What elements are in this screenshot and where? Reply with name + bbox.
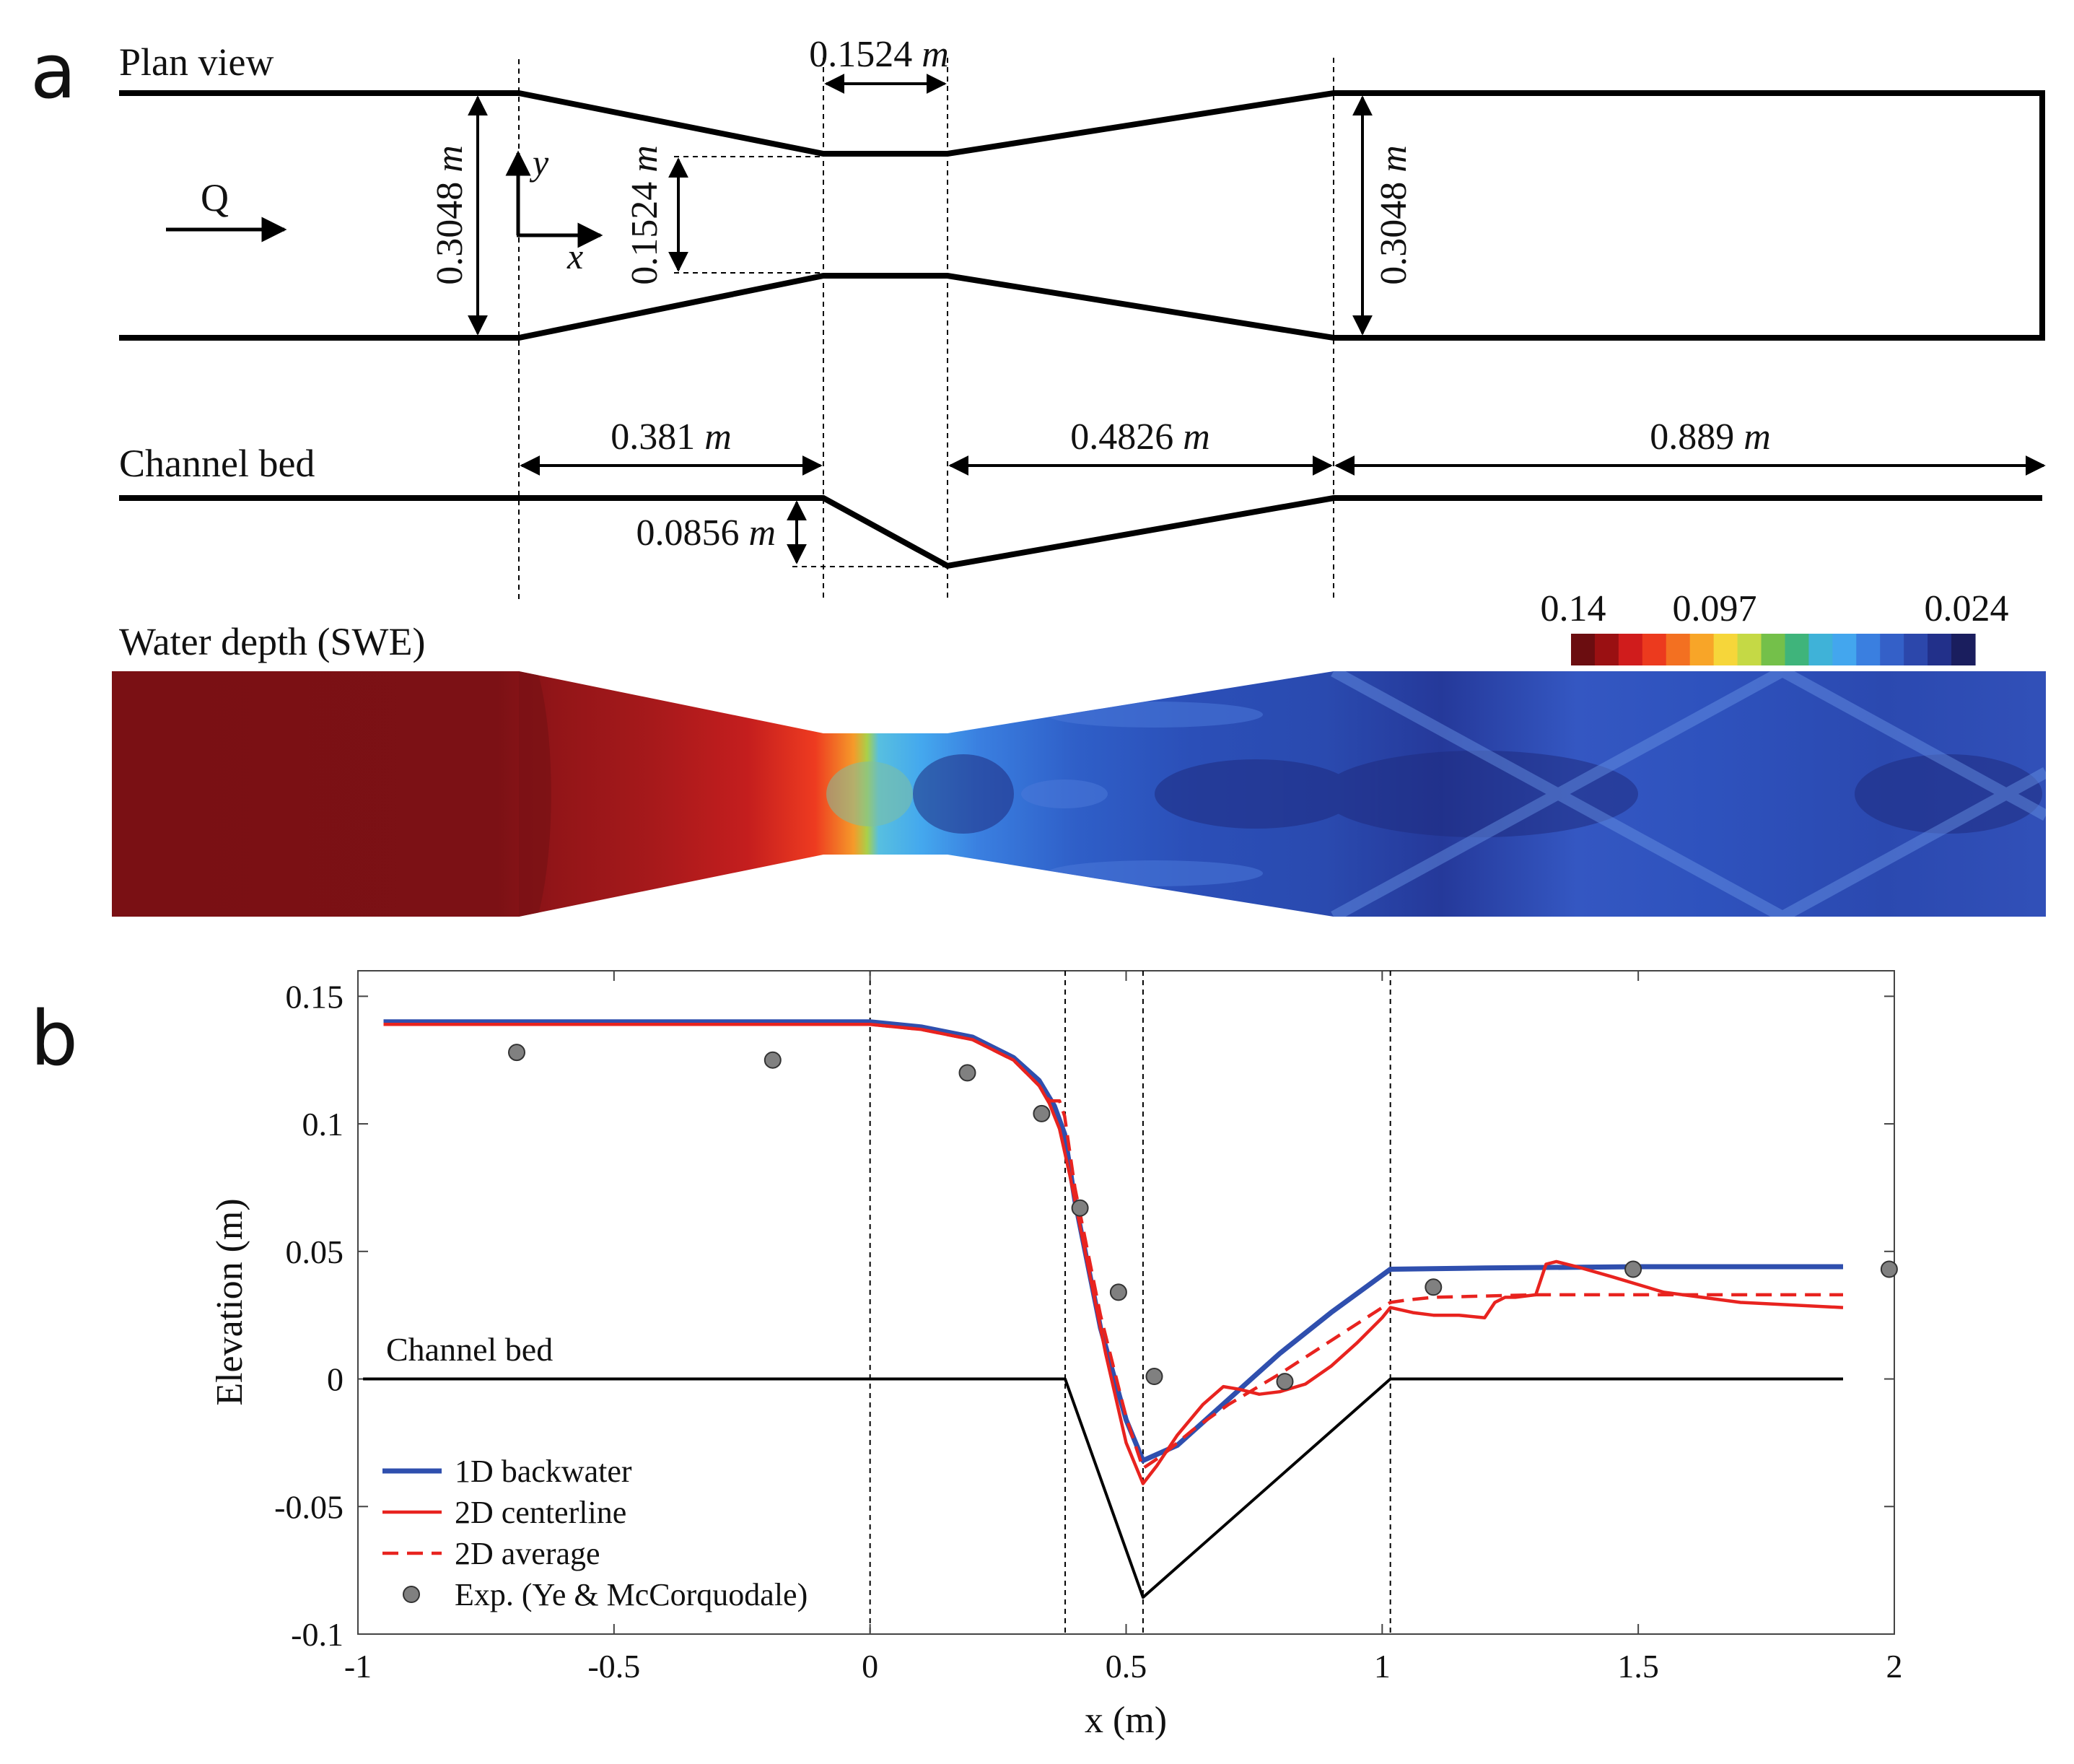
- y-tick-label: 0: [327, 1361, 344, 1398]
- contraction-length-label: 0.381 m: [611, 416, 732, 458]
- bed-annotation: Channel bed: [386, 1331, 553, 1368]
- colorbar-tick-mid: 0.097: [1673, 588, 1757, 629]
- colorbar-cell: [1880, 634, 1904, 665]
- legend-label: 2D average: [455, 1536, 600, 1571]
- exp-data-point: [1276, 1373, 1294, 1391]
- colorbar-cell: [1642, 634, 1667, 665]
- y-tick-label: 0.15: [286, 978, 344, 1015]
- colorbar-cell: [1761, 634, 1786, 665]
- exp-data-point: [1071, 1199, 1089, 1217]
- colorbar-cell: [1785, 634, 1810, 665]
- x-tick-label: -1: [344, 1648, 372, 1685]
- plan-view-outline: [119, 90, 2045, 341]
- colorbar-cell: [1737, 634, 1762, 665]
- channel-bed-profile: [119, 495, 2042, 569]
- legend: 1D backwater 2D centerline 2D average Exp. …: [382, 1454, 808, 1612]
- colorbar-cell: [1856, 634, 1881, 665]
- x-tick-label: 2: [1886, 1648, 1903, 1685]
- exp-data-point: [1624, 1260, 1642, 1278]
- x-tick-label: 1: [1374, 1648, 1391, 1685]
- x-tick-label: 0: [862, 1648, 878, 1685]
- throat-width-label: 0.1524 m: [624, 145, 665, 285]
- y-tick-label: 0.05: [286, 1234, 344, 1270]
- throat-length-label: 0.1524 m: [809, 34, 949, 75]
- colorbar-tick-min: 0.024: [1925, 588, 2009, 629]
- legend-swatch-markers: [403, 1586, 420, 1603]
- colorbar-cells: [1571, 634, 1976, 665]
- colorbar-cell: [1713, 634, 1738, 665]
- channel-bed-line: [363, 1377, 1843, 1599]
- panel-b-letter: b: [30, 995, 78, 1083]
- inlet-width-label: 0.3048 m: [429, 145, 471, 285]
- throat-width-guides: [674, 156, 823, 274]
- series-group: [363, 1019, 1844, 1599]
- exp-data-point: [763, 1051, 782, 1069]
- colorbar-cell: [1594, 634, 1619, 665]
- colorbar-cell: [1951, 634, 1976, 665]
- plot-frame: [357, 970, 1895, 1635]
- x-axis-label: x (m): [1085, 1700, 1167, 1741]
- outlet-length-label: 0.889 m: [1650, 416, 1771, 458]
- colorbar-cell: [1571, 634, 1596, 665]
- y-tick-label: -0.1: [291, 1616, 344, 1653]
- outlet-width-label: 0.3048 m: [1373, 145, 1414, 285]
- exp-data-point: [508, 1044, 525, 1062]
- axis-y-label: y: [529, 142, 549, 183]
- exp-data-point: [1425, 1278, 1443, 1296]
- channel-bed-label: Channel bed: [119, 442, 315, 485]
- colorbar-cell: [1618, 634, 1643, 665]
- legend-label: 2D centerline: [455, 1495, 626, 1530]
- drop-depth-label: 0.0856 m: [636, 512, 776, 554]
- series-2d-centerline: [383, 1022, 1844, 1485]
- colorbar-cell: [1666, 634, 1691, 665]
- y-ticks: -0.1 -0.05 0 0.05 0.1 0.15: [274, 978, 1894, 1653]
- y-tick-label: -0.05: [274, 1488, 344, 1525]
- panel-a-letter: a: [30, 27, 76, 115]
- exp-data-point: [1145, 1368, 1163, 1385]
- experimental-markers: [508, 1044, 1898, 1391]
- y-tick-label: 0.1: [302, 1106, 344, 1143]
- legend-label: 1D backwater: [455, 1454, 632, 1489]
- exp-data-point: [958, 1064, 976, 1082]
- series-2d-average: [383, 1022, 1843, 1470]
- axis-x-label: x: [566, 236, 583, 276]
- plan-view-label: Plan view: [119, 40, 274, 84]
- colorbar-cell: [1928, 634, 1952, 665]
- x-tick-label: -0.5: [587, 1648, 640, 1685]
- colorbar-cell: [1689, 634, 1715, 665]
- section-vlines: [869, 971, 1391, 1634]
- exp-data-point: [1880, 1260, 1898, 1278]
- panel-a: a Plan view Q 0.3048 m y x 0.1524 m: [30, 27, 2046, 917]
- colorbar-cell: [1832, 634, 1857, 665]
- colorbar-cell: [1808, 634, 1833, 665]
- flow-label: Q: [201, 176, 229, 219]
- y-axis-label: Elevation (m): [209, 1198, 250, 1405]
- water-depth-title: Water depth (SWE): [119, 620, 426, 663]
- expansion-length-label: 0.4826 m: [1070, 416, 1210, 458]
- x-tick-label: 0.5: [1106, 1648, 1147, 1685]
- series-1d-backwater: [383, 1019, 1843, 1464]
- colorbar-tick-max: 0.14: [1541, 588, 1606, 629]
- colorbar: 0.14 0.097 0.024: [1541, 588, 2009, 665]
- colorbar-cell: [1904, 634, 1928, 665]
- exp-data-point: [1109, 1283, 1127, 1301]
- exp-data-point: [1033, 1104, 1051, 1122]
- water-depth-map: [112, 671, 2046, 917]
- section-dashed-lines: [518, 58, 1334, 599]
- x-ticks: -1 -0.5 0 0.5 1 1.5 2: [344, 971, 1903, 1685]
- legend-label: Exp. (Ye & McCorquodale): [455, 1577, 808, 1612]
- x-tick-label: 1.5: [1617, 1648, 1659, 1685]
